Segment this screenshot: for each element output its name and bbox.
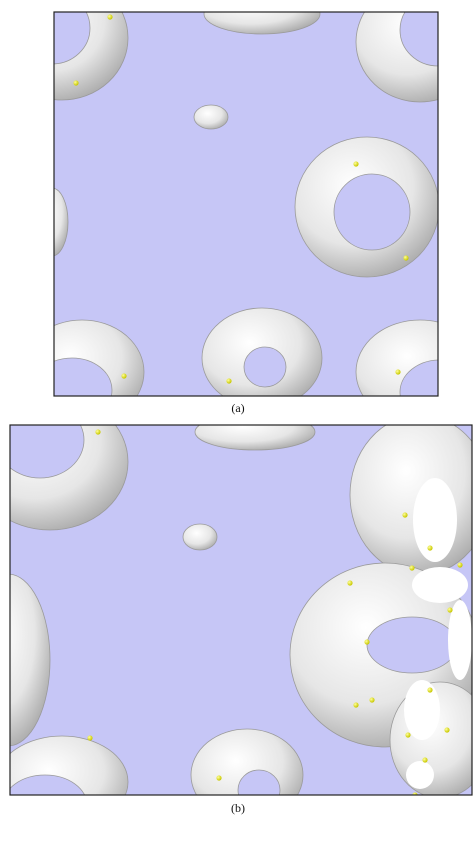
particle (422, 757, 427, 762)
surface-gap (404, 680, 440, 740)
particle (121, 373, 126, 378)
page: (a) (b) (() => { const data = JSON.parse… (0, 0, 473, 844)
particle (427, 545, 432, 550)
particle (347, 580, 352, 585)
particle (73, 80, 78, 85)
particle (107, 14, 112, 19)
surface (183, 524, 217, 550)
surface-gap (413, 478, 457, 562)
particle (405, 732, 410, 737)
particle (353, 161, 358, 166)
figure: (a) (b) (0, 0, 473, 844)
particle (444, 727, 449, 732)
particle (447, 607, 452, 612)
particle (87, 735, 92, 740)
particle (427, 687, 432, 692)
panel-a (0, 0, 473, 424)
panel-label: (b) (231, 801, 245, 815)
particle (216, 775, 221, 780)
particle (226, 378, 231, 383)
surface (195, 414, 315, 450)
surface-gap (412, 567, 468, 603)
surface (36, 188, 68, 256)
surface (194, 105, 228, 129)
particle (402, 512, 407, 517)
particle (369, 697, 374, 702)
particle (95, 429, 100, 434)
surface-gap (406, 761, 434, 789)
particle (457, 562, 462, 567)
particle (403, 255, 408, 260)
particle (364, 639, 369, 644)
particle (409, 565, 414, 570)
particle (395, 369, 400, 374)
panel-label: (a) (231, 401, 244, 415)
particle (353, 702, 358, 707)
panel-b (0, 394, 473, 835)
